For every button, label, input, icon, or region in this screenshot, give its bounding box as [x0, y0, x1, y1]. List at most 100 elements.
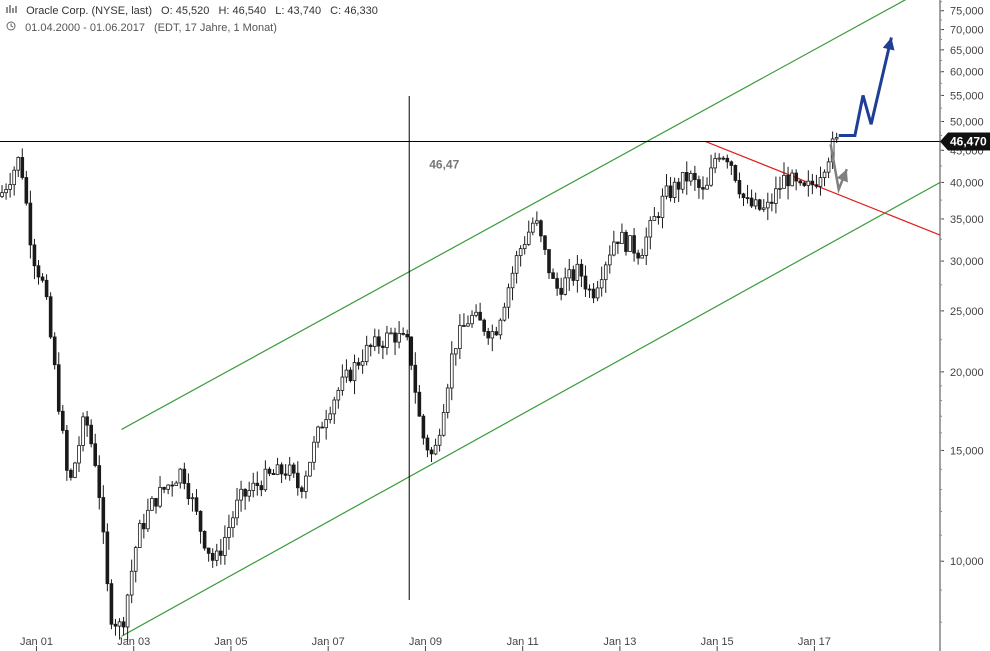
candle[interactable]	[65, 425, 69, 481]
candle[interactable]	[782, 162, 786, 189]
candle[interactable]	[697, 175, 701, 199]
candle[interactable]	[61, 404, 65, 434]
candle[interactable]	[543, 234, 547, 256]
candle[interactable]	[364, 335, 369, 366]
candle[interactable]	[194, 489, 199, 516]
candle[interactable]	[4, 183, 8, 200]
candle[interactable]	[174, 480, 179, 486]
candle[interactable]	[154, 497, 158, 514]
clock-icon[interactable]	[6, 21, 19, 34]
candle[interactable]	[219, 539, 223, 565]
candle[interactable]	[271, 469, 276, 475]
candle[interactable]	[656, 212, 661, 225]
candle[interactable]	[206, 547, 211, 562]
candle[interactable]	[125, 593, 130, 641]
candle[interactable]	[413, 352, 418, 404]
candle[interactable]	[312, 436, 316, 470]
candle[interactable]	[397, 321, 401, 349]
resistance[interactable]	[704, 140, 941, 236]
candle[interactable]	[40, 273, 45, 283]
candle[interactable]	[283, 463, 288, 480]
candle[interactable]	[705, 177, 709, 190]
candle[interactable]	[101, 485, 106, 544]
candle[interactable]	[320, 421, 324, 429]
candle[interactable]	[235, 487, 239, 526]
candle[interactable]	[344, 359, 349, 383]
candle[interactable]	[48, 292, 53, 340]
bearish-projection[interactable]	[829, 144, 848, 194]
chart-type-icon[interactable]	[6, 5, 20, 17]
candle[interactable]	[433, 438, 438, 456]
candle[interactable]	[32, 238, 37, 280]
candle[interactable]	[296, 461, 300, 496]
candle[interactable]	[806, 170, 811, 197]
candle[interactable]	[599, 266, 604, 297]
candle[interactable]	[664, 174, 669, 200]
candle[interactable]	[526, 220, 531, 246]
candle[interactable]	[186, 473, 191, 505]
candle[interactable]	[231, 511, 235, 538]
candle[interactable]	[255, 471, 260, 496]
candle[interactable]	[12, 166, 16, 196]
candle[interactable]	[385, 325, 389, 355]
candle[interactable]	[401, 327, 405, 336]
candle[interactable]	[425, 434, 430, 458]
candle[interactable]	[214, 543, 219, 567]
candle[interactable]	[818, 166, 823, 196]
candle[interactable]	[279, 462, 284, 484]
candle[interactable]	[328, 406, 333, 424]
candle[interactable]	[210, 548, 215, 568]
candle[interactable]	[514, 250, 519, 284]
candle[interactable]	[607, 245, 612, 274]
candle[interactable]	[506, 283, 511, 319]
candle[interactable]	[243, 488, 247, 510]
candle[interactable]	[336, 387, 341, 409]
candle[interactable]	[20, 148, 25, 180]
candle[interactable]	[146, 498, 150, 532]
channel-lower[interactable]	[121, 181, 941, 637]
candle[interactable]	[291, 462, 296, 478]
candle[interactable]	[620, 223, 624, 244]
candle[interactable]	[162, 486, 166, 494]
candle[interactable]	[150, 496, 154, 511]
candle[interactable]	[729, 160, 734, 175]
candle[interactable]	[737, 172, 742, 199]
candle[interactable]	[417, 384, 422, 417]
candle[interactable]	[555, 272, 559, 296]
candle[interactable]	[494, 326, 499, 336]
candle[interactable]	[531, 217, 535, 236]
candle[interactable]	[117, 618, 122, 640]
candle[interactable]	[449, 341, 454, 401]
candle[interactable]	[105, 523, 110, 592]
candle[interactable]	[770, 193, 774, 212]
candle[interactable]	[223, 525, 227, 565]
candle[interactable]	[239, 480, 243, 512]
candle[interactable]	[393, 327, 397, 356]
channel-upper[interactable]	[121, 0, 924, 430]
candle[interactable]	[498, 318, 503, 340]
candle[interactable]	[474, 304, 478, 318]
candle[interactable]	[247, 481, 251, 502]
candle[interactable]	[275, 457, 280, 476]
candle[interactable]	[466, 315, 470, 327]
candle[interactable]	[300, 485, 304, 499]
candle[interactable]	[612, 230, 616, 257]
candle[interactable]	[672, 177, 677, 203]
candle[interactable]	[121, 616, 126, 636]
candle[interactable]	[826, 157, 831, 179]
candle[interactable]	[267, 466, 272, 477]
candle[interactable]	[405, 329, 409, 341]
candle[interactable]	[454, 348, 458, 366]
candle[interactable]	[142, 513, 146, 539]
candle[interactable]	[478, 302, 482, 321]
candle[interactable]	[437, 428, 442, 452]
candle[interactable]	[660, 188, 665, 229]
candle[interactable]	[652, 207, 657, 221]
candle[interactable]	[227, 514, 231, 550]
candle[interactable]	[36, 260, 41, 285]
candle[interactable]	[636, 249, 640, 265]
candle[interactable]	[587, 284, 592, 298]
candle[interactable]	[52, 332, 57, 370]
candle[interactable]	[470, 310, 474, 328]
